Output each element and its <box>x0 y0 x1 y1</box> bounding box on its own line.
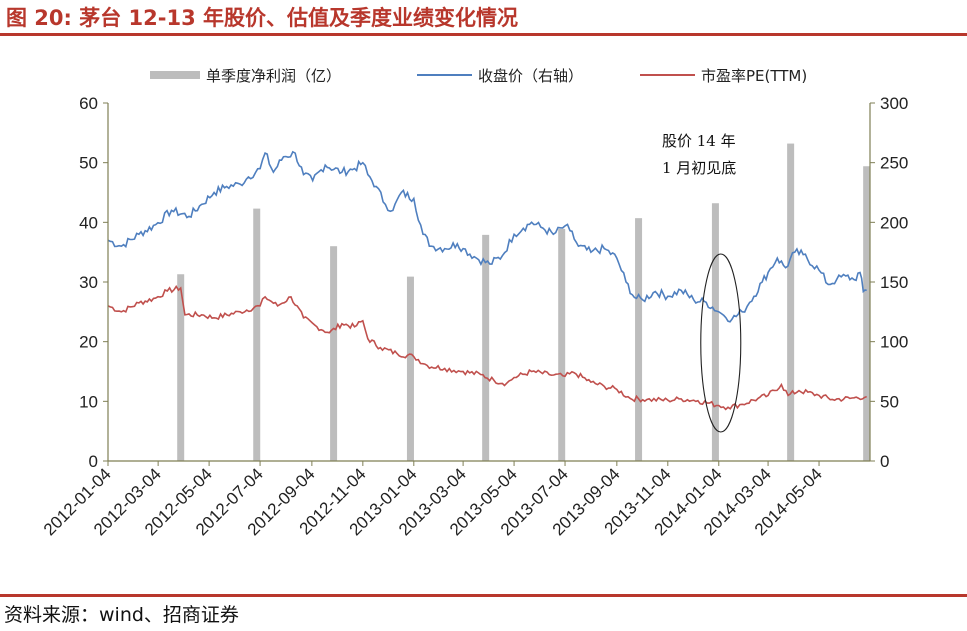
bar <box>330 246 338 461</box>
pe-line <box>107 285 867 411</box>
y2-tick-label: 250 <box>880 154 908 173</box>
price-line <box>107 150 867 323</box>
source-note: 资料来源：wind、招商证券 <box>4 604 239 626</box>
y2-tick-label: 0 <box>880 452 889 471</box>
bar <box>177 274 185 461</box>
y-tick-label: 60 <box>79 94 98 113</box>
y-tick-label: 40 <box>79 213 98 232</box>
footer-rule <box>0 594 967 597</box>
line-series-pe <box>107 285 867 411</box>
y2-tick-label: 150 <box>880 273 908 292</box>
bar <box>406 276 414 461</box>
legend-swatch-bar <box>150 71 200 79</box>
legend: 单季度净利润（亿） 收盘价（右轴） 市盈率PE(TTM) <box>150 67 807 85</box>
y2-tick-label: 200 <box>880 213 908 232</box>
legend-label-pe: 市盈率PE(TTM) <box>701 67 807 85</box>
y-tick-label: 0 <box>89 452 98 471</box>
axes: 01020304050600501001502002503002012-01-0… <box>40 94 908 539</box>
y2-tick-label: 100 <box>880 333 908 352</box>
bar <box>558 228 566 461</box>
legend-label-bar: 单季度净利润（亿） <box>206 67 341 85</box>
y-tick-label: 50 <box>79 154 98 173</box>
y-tick-label: 10 <box>79 392 98 411</box>
legend-label-price: 收盘价（右轴） <box>478 67 583 85</box>
annotation-ellipse <box>700 253 742 433</box>
y-tick-label: 30 <box>79 273 98 292</box>
y-tick-label: 20 <box>79 333 98 352</box>
annotation: 股价 14 年 1 月初见底 <box>662 132 742 433</box>
annotation-line-1: 股价 14 年 <box>662 132 736 150</box>
bar <box>863 166 871 461</box>
y2-tick-label: 300 <box>880 94 908 113</box>
chart: 01020304050600501001502002503002012-01-0… <box>40 67 908 539</box>
bar <box>711 203 719 462</box>
bar <box>482 234 490 461</box>
y2-tick-label: 50 <box>880 392 899 411</box>
annotation-line-2: 1 月初见底 <box>662 159 736 177</box>
bar-series-net-profit <box>177 143 871 462</box>
bar <box>787 143 795 461</box>
line-series-close-price <box>107 150 867 323</box>
title-rule <box>0 33 967 36</box>
bar <box>253 208 261 461</box>
bar <box>635 218 643 461</box>
chart-title: 图 20: 茅台 12-13 年股价、估值及季度业绩变化情况 <box>6 6 519 30</box>
